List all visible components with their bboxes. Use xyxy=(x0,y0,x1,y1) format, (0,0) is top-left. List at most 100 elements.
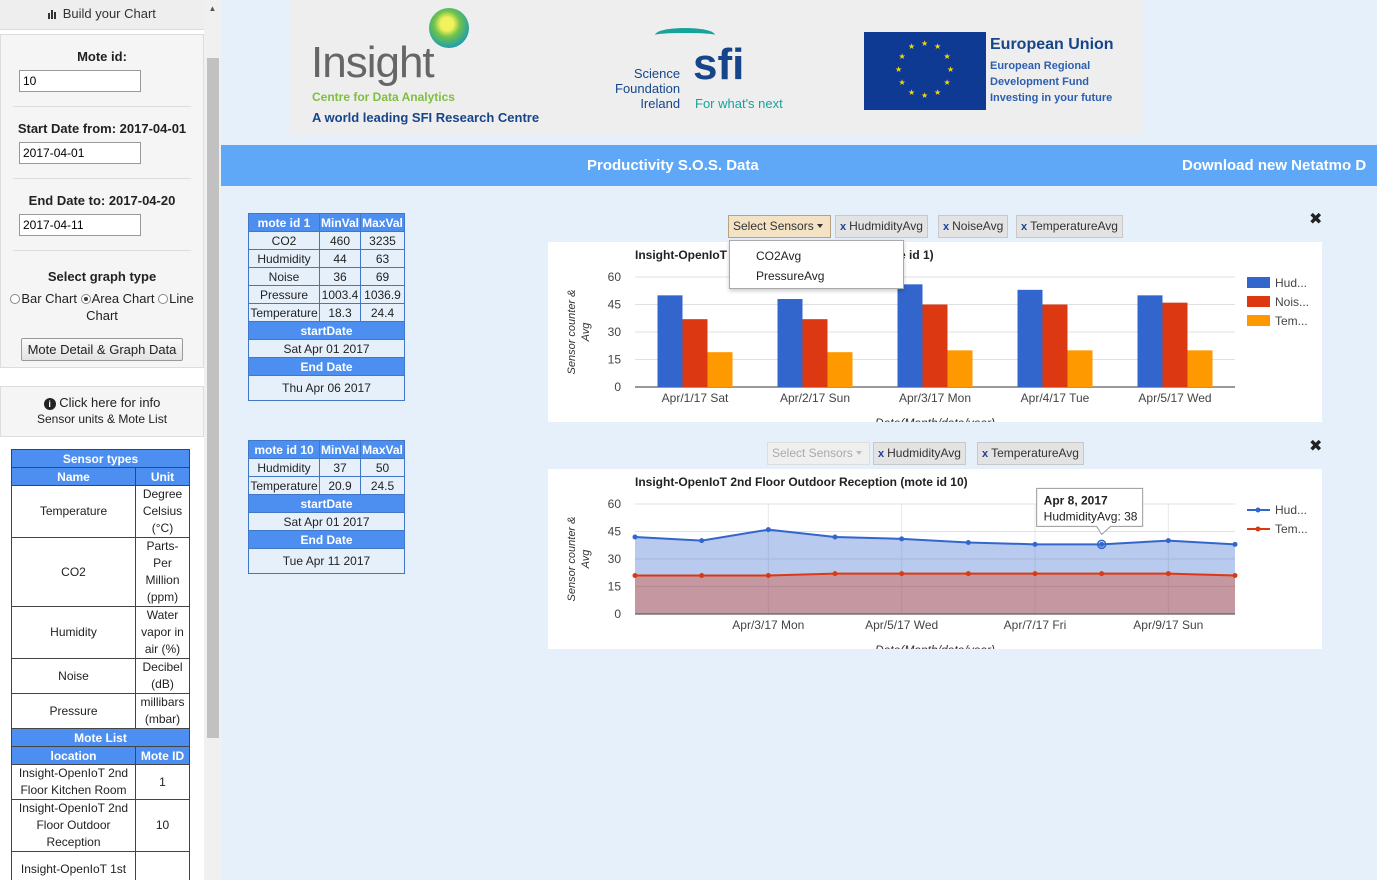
select-sensors-dropdown[interactable]: Select Sensors xyxy=(728,215,831,238)
table-cell: Hudmidity xyxy=(248,249,320,268)
tooltip-text: HudmidityAvg: 38 xyxy=(1044,509,1138,523)
mote-id-input[interactable] xyxy=(19,70,141,92)
eu-star-icon: ★ xyxy=(898,78,906,87)
legend-swatch xyxy=(1247,296,1270,307)
end-date-input[interactable] xyxy=(19,214,141,236)
col-unit: Unit xyxy=(135,467,190,486)
legend-label: Tem... xyxy=(1275,314,1308,328)
data-point xyxy=(965,540,971,545)
data-point xyxy=(1165,571,1171,577)
remove-chip-icon[interactable]: x xyxy=(840,221,847,233)
close-chart-1-icon[interactable]: ✖ xyxy=(1309,211,1323,228)
remove-chip-icon[interactable]: x xyxy=(982,448,989,460)
mote-location: Insight-OpenIoT 2nd Floor Kitchen Room xyxy=(11,764,136,800)
eu-star-icon: ★ xyxy=(934,87,942,97)
remove-chip-icon[interactable]: x xyxy=(878,448,885,460)
sidebar-scrollbar[interactable]: ▲ xyxy=(204,0,221,880)
insight-logo-subtitle: Centre for Data Analytics xyxy=(312,90,455,104)
download-netatmo-link[interactable]: Download new Netatmo D xyxy=(1182,157,1367,174)
legend-swatch xyxy=(1247,315,1270,326)
eu-logo-text: European Regional Development Fund Inves… xyxy=(990,58,1112,106)
table-row: Noise Decibel (dB) xyxy=(11,658,190,694)
bar-chart-icon xyxy=(48,1,59,19)
table-row: Temperature 18.3 24.4 xyxy=(248,303,406,322)
build-chart-header[interactable]: Build your Chart xyxy=(0,0,204,30)
bar-chart-radio[interactable] xyxy=(10,294,21,304)
start-date-header: startDate xyxy=(247,321,406,340)
remove-chip-icon[interactable]: x xyxy=(943,221,950,233)
table-cell: 44 xyxy=(318,249,362,268)
data-point xyxy=(699,538,705,544)
eu-logo-title: European Union xyxy=(990,36,1114,53)
data-point xyxy=(832,534,838,540)
eu-star-icon: ★ xyxy=(934,42,942,52)
chart-form: Mote id: Start Date from: 2017-04-01 End… xyxy=(0,34,204,368)
info-icon: i xyxy=(43,398,56,410)
end-date-header: End Date xyxy=(247,530,406,549)
table-row: CO2 460 3235 xyxy=(248,231,406,250)
sensor-types-title: Sensor types xyxy=(11,449,190,468)
legend-label: Hud... xyxy=(1275,276,1307,290)
sfi-logo-word: sfi xyxy=(693,40,745,89)
bar xyxy=(827,352,853,387)
table-cell: 24.4 xyxy=(360,303,406,322)
line-chart-radio[interactable] xyxy=(158,294,169,304)
col-location: location xyxy=(11,746,136,765)
insight-logo-word: Insight xyxy=(311,38,435,87)
legend-swatch-dot xyxy=(1255,507,1261,513)
sensor-chip-noise[interactable]: x NoiseAvg xyxy=(938,215,1009,238)
table-row: Insight-OpenIoT 2nd Floor Kitchen Room 1 xyxy=(11,764,190,800)
y-axis-label-line: Avg xyxy=(580,322,592,343)
data-point xyxy=(832,571,838,577)
legend-label: Nois... xyxy=(1275,295,1309,309)
table-cell: Temperature xyxy=(248,476,320,495)
eu-star-icon: ★ xyxy=(943,78,951,87)
eu-line3: Investing in your future xyxy=(990,92,1113,104)
col-name: Name xyxy=(11,467,136,486)
sensor-chip-temperature-2[interactable]: x TemperatureAvg xyxy=(977,442,1084,465)
eu-star-icon: ★ xyxy=(921,39,929,48)
sfi-logo-text: Science Foundation Ireland xyxy=(615,66,680,111)
remove-chip-icon[interactable]: x xyxy=(1021,221,1028,233)
mote-detail-graph-button[interactable]: Mote Detail & Graph Data xyxy=(20,338,184,361)
info-toggle[interactable]: i Click here for info Sensor units & Mot… xyxy=(0,386,204,437)
sensor-chip-humidity[interactable]: x HudmidityAvg xyxy=(835,215,928,238)
table-cell: Noise xyxy=(248,267,320,286)
sfi-line3: Ireland xyxy=(640,96,681,111)
table-cell: 20.9 xyxy=(318,476,362,495)
sensor-unit: Water vapor in air (%) xyxy=(135,606,190,659)
area-chart-radio[interactable] xyxy=(80,294,91,304)
select-sensors-label: Select Sensors xyxy=(733,219,814,233)
dropdown-option-pressure[interactable]: PressureAvg xyxy=(756,269,825,283)
table-row: Noise 36 69 xyxy=(248,267,406,286)
table-cell: 1003.4 xyxy=(318,285,362,304)
legend-label: Hud... xyxy=(1275,503,1307,517)
nav-banner: Productivity S.O.S. Data Download new Ne… xyxy=(221,145,1377,186)
sensor-chip-temperature[interactable]: x TemperatureAvg xyxy=(1016,215,1123,238)
start-date-input[interactable] xyxy=(19,142,141,164)
bar xyxy=(1017,289,1043,387)
bar xyxy=(1187,350,1213,387)
col-minval: MinVal xyxy=(318,213,362,232)
chip-label: TemperatureAvg xyxy=(991,446,1079,460)
data-point xyxy=(632,534,638,540)
sensor-chip-humidity-2[interactable]: x HudmidityAvg xyxy=(873,442,966,465)
bar xyxy=(682,319,708,387)
bar xyxy=(947,350,973,387)
y-tick-label: 30 xyxy=(608,552,622,566)
bar xyxy=(657,295,683,387)
mote-10-table: mote id 10 MinVal MaxVal Hudmidity 37 50 T… xyxy=(247,440,406,574)
scroll-up-arrow-icon[interactable]: ▲ xyxy=(208,4,217,13)
col-maxval: MaxVal xyxy=(360,213,406,232)
close-chart-2-icon[interactable]: ✖ xyxy=(1309,438,1323,455)
sensor-dropdown-menu: CO2Avg PressureAvg xyxy=(729,240,904,289)
table-cell: CO2 xyxy=(248,231,320,250)
series-area xyxy=(635,573,1235,614)
select-sensors-dropdown-2[interactable]: Select Sensors xyxy=(767,442,870,465)
mote-list-title: Mote List xyxy=(11,728,190,747)
productivity-data-link[interactable]: Productivity S.O.S. Data xyxy=(587,157,759,174)
insight-logo-tagline: A world leading SFI Research Centre xyxy=(312,110,540,125)
scrollbar-thumb[interactable] xyxy=(207,58,219,738)
x-tick-label: Apr/7/17 Fri xyxy=(1004,618,1067,632)
dropdown-option-co2[interactable]: CO2Avg xyxy=(756,249,802,263)
